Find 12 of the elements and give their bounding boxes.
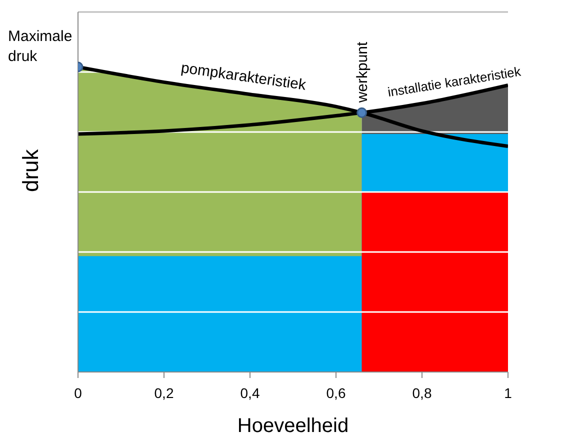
annotation: werkpunt xyxy=(354,40,371,104)
x-axis-title: Hoeveelheid xyxy=(237,415,349,437)
x-tick-label: 0,4 xyxy=(240,384,260,401)
x-tick-label: 0 xyxy=(74,384,82,401)
x-tick-label: 0,2 xyxy=(154,384,174,401)
text: pompkarakteristiek xyxy=(180,60,308,94)
annotation: Maximale druk xyxy=(8,28,72,65)
x-tick-label: 0,6 xyxy=(326,384,346,401)
x-tick-label: 1 xyxy=(504,384,512,401)
x-tick-label: 0,8 xyxy=(412,384,432,401)
y-axis-title: druk xyxy=(18,148,43,192)
text: installatie karakteristiek xyxy=(386,64,522,100)
